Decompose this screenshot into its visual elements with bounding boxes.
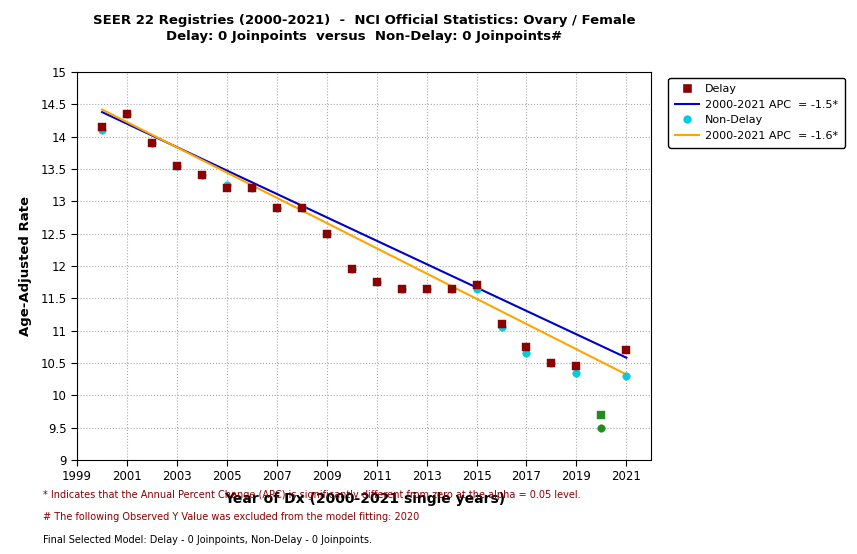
Point xyxy=(345,265,358,274)
Text: Delay: 0 Joinpoints  versus  Non-Delay: 0 Joinpoints#: Delay: 0 Joinpoints versus Non-Delay: 0 … xyxy=(166,30,562,43)
Point xyxy=(470,284,483,293)
Point xyxy=(195,171,209,180)
Point xyxy=(544,358,558,367)
Point xyxy=(395,284,409,293)
Point xyxy=(320,229,333,238)
Point xyxy=(195,171,209,180)
Point xyxy=(245,184,259,193)
Point xyxy=(620,346,633,355)
Point xyxy=(519,342,533,351)
Y-axis label: Age-Adjusted Rate: Age-Adjusted Rate xyxy=(19,196,33,336)
Point xyxy=(445,284,458,293)
Point xyxy=(295,203,309,212)
Point xyxy=(270,203,284,212)
Point xyxy=(370,278,384,286)
Point xyxy=(95,126,109,135)
Point xyxy=(120,110,134,119)
X-axis label: Year of Dx (2000-2021 single years): Year of Dx (2000-2021 single years) xyxy=(224,491,505,506)
Legend: Delay, 2000-2021 APC  = -1.5*, Non-Delay, 2000-2021 APC  = -1.6*: Delay, 2000-2021 APC = -1.5*, Non-Delay,… xyxy=(668,78,845,147)
Point xyxy=(345,265,358,274)
Point xyxy=(120,110,134,119)
Point xyxy=(320,229,333,238)
Text: # The following Observed Y Value was excluded from the model fitting: 2020: # The following Observed Y Value was exc… xyxy=(43,512,419,522)
Text: SEER 22 Registries (2000-2021)  -  NCI Official Statistics: Ovary / Female: SEER 22 Registries (2000-2021) - NCI Off… xyxy=(93,14,636,27)
Point xyxy=(171,161,184,170)
Point xyxy=(494,320,508,329)
Point xyxy=(445,284,458,293)
Point xyxy=(420,284,434,293)
Point xyxy=(595,423,608,432)
Point xyxy=(570,368,584,377)
Point xyxy=(171,161,184,170)
Point xyxy=(95,122,109,131)
Point xyxy=(370,278,384,286)
Point xyxy=(544,358,558,367)
Point xyxy=(295,203,309,212)
Point xyxy=(620,371,633,380)
Text: Final Selected Model: Delay - 0 Joinpoints, Non-Delay - 0 Joinpoints.: Final Selected Model: Delay - 0 Joinpoin… xyxy=(43,535,372,545)
Point xyxy=(519,349,533,358)
Point xyxy=(420,284,434,293)
Text: * Indicates that the Annual Percent Change (APC) is significantly different from: * Indicates that the Annual Percent Chan… xyxy=(43,490,580,500)
Point xyxy=(245,184,259,193)
Point xyxy=(145,138,159,147)
Point xyxy=(220,181,234,189)
Point xyxy=(470,281,483,290)
Point xyxy=(494,323,508,332)
Point xyxy=(270,203,284,212)
Point xyxy=(220,184,234,193)
Point xyxy=(145,138,159,147)
Point xyxy=(395,284,409,293)
Point xyxy=(595,410,608,419)
Point xyxy=(570,362,584,371)
